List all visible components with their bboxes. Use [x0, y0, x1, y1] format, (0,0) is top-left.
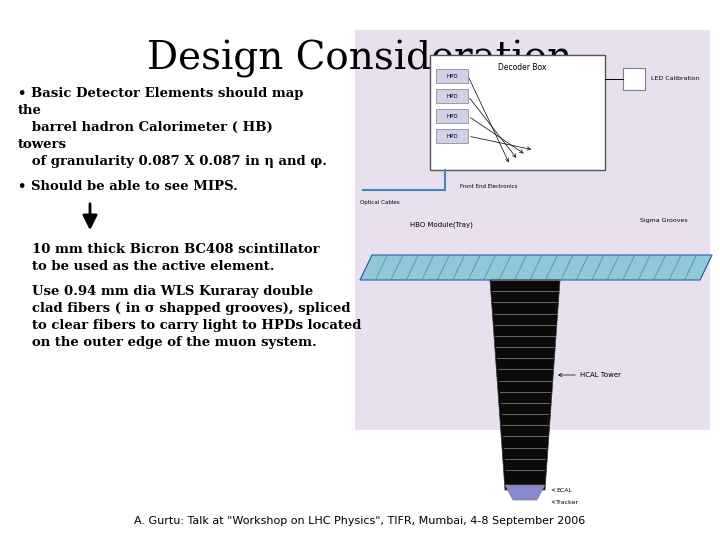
Text: ECAL: ECAL — [556, 488, 572, 492]
Text: HPD: HPD — [446, 73, 458, 78]
Text: to clear fibers to carry light to HPDs located: to clear fibers to carry light to HPDs l… — [32, 319, 361, 332]
Text: • Should be able to see MIPS.: • Should be able to see MIPS. — [18, 180, 238, 193]
Bar — [436, 109, 468, 123]
Text: clad fibers ( in σ shapped grooves), spliced: clad fibers ( in σ shapped grooves), spl… — [32, 302, 351, 315]
Text: to be used as the active element.: to be used as the active element. — [32, 260, 274, 273]
Text: Optical Cables: Optical Cables — [360, 200, 400, 205]
Text: Decoder Box: Decoder Box — [498, 63, 546, 72]
Text: of granularity 0.087 X 0.087 in η and φ.: of granularity 0.087 X 0.087 in η and φ. — [18, 155, 327, 168]
Bar — [436, 129, 468, 143]
Text: Front End Electronics: Front End Electronics — [460, 184, 518, 189]
Text: HPD: HPD — [446, 93, 458, 98]
Text: Tracker: Tracker — [556, 500, 579, 504]
Text: HPD: HPD — [446, 113, 458, 118]
Text: Design Consideration: Design Consideration — [148, 40, 572, 78]
Text: HCAL Tower: HCAL Tower — [580, 372, 621, 378]
Text: A. Gurtu: Talk at "Workshop on LHC Physics", TIFR, Mumbai, 4-8 September 2006: A. Gurtu: Talk at "Workshop on LHC Physi… — [135, 516, 585, 526]
Text: LED Calibration: LED Calibration — [651, 77, 700, 82]
Text: 10 mm thick Bicron BC408 scintillator: 10 mm thick Bicron BC408 scintillator — [32, 243, 320, 256]
Text: HPD: HPD — [446, 133, 458, 138]
Bar — [355, 30, 710, 430]
Text: • Basic Detector Elements should map: • Basic Detector Elements should map — [18, 87, 304, 100]
Text: HBO Module(Tray): HBO Module(Tray) — [410, 222, 473, 228]
Bar — [436, 89, 468, 103]
Bar — [430, 55, 605, 170]
Bar — [623, 68, 645, 90]
Bar — [436, 69, 468, 83]
Text: Sigma Grooves: Sigma Grooves — [640, 218, 688, 223]
Text: on the outer edge of the muon system.: on the outer edge of the muon system. — [32, 336, 317, 349]
Text: towers: towers — [18, 138, 67, 151]
Polygon shape — [490, 280, 560, 490]
Text: barrel hadron Calorimeter ( HB): barrel hadron Calorimeter ( HB) — [18, 121, 273, 134]
Polygon shape — [505, 485, 545, 500]
Text: the: the — [18, 104, 42, 117]
Polygon shape — [360, 255, 712, 280]
Text: Use 0.94 mm dia WLS Kuraray double: Use 0.94 mm dia WLS Kuraray double — [32, 285, 313, 298]
